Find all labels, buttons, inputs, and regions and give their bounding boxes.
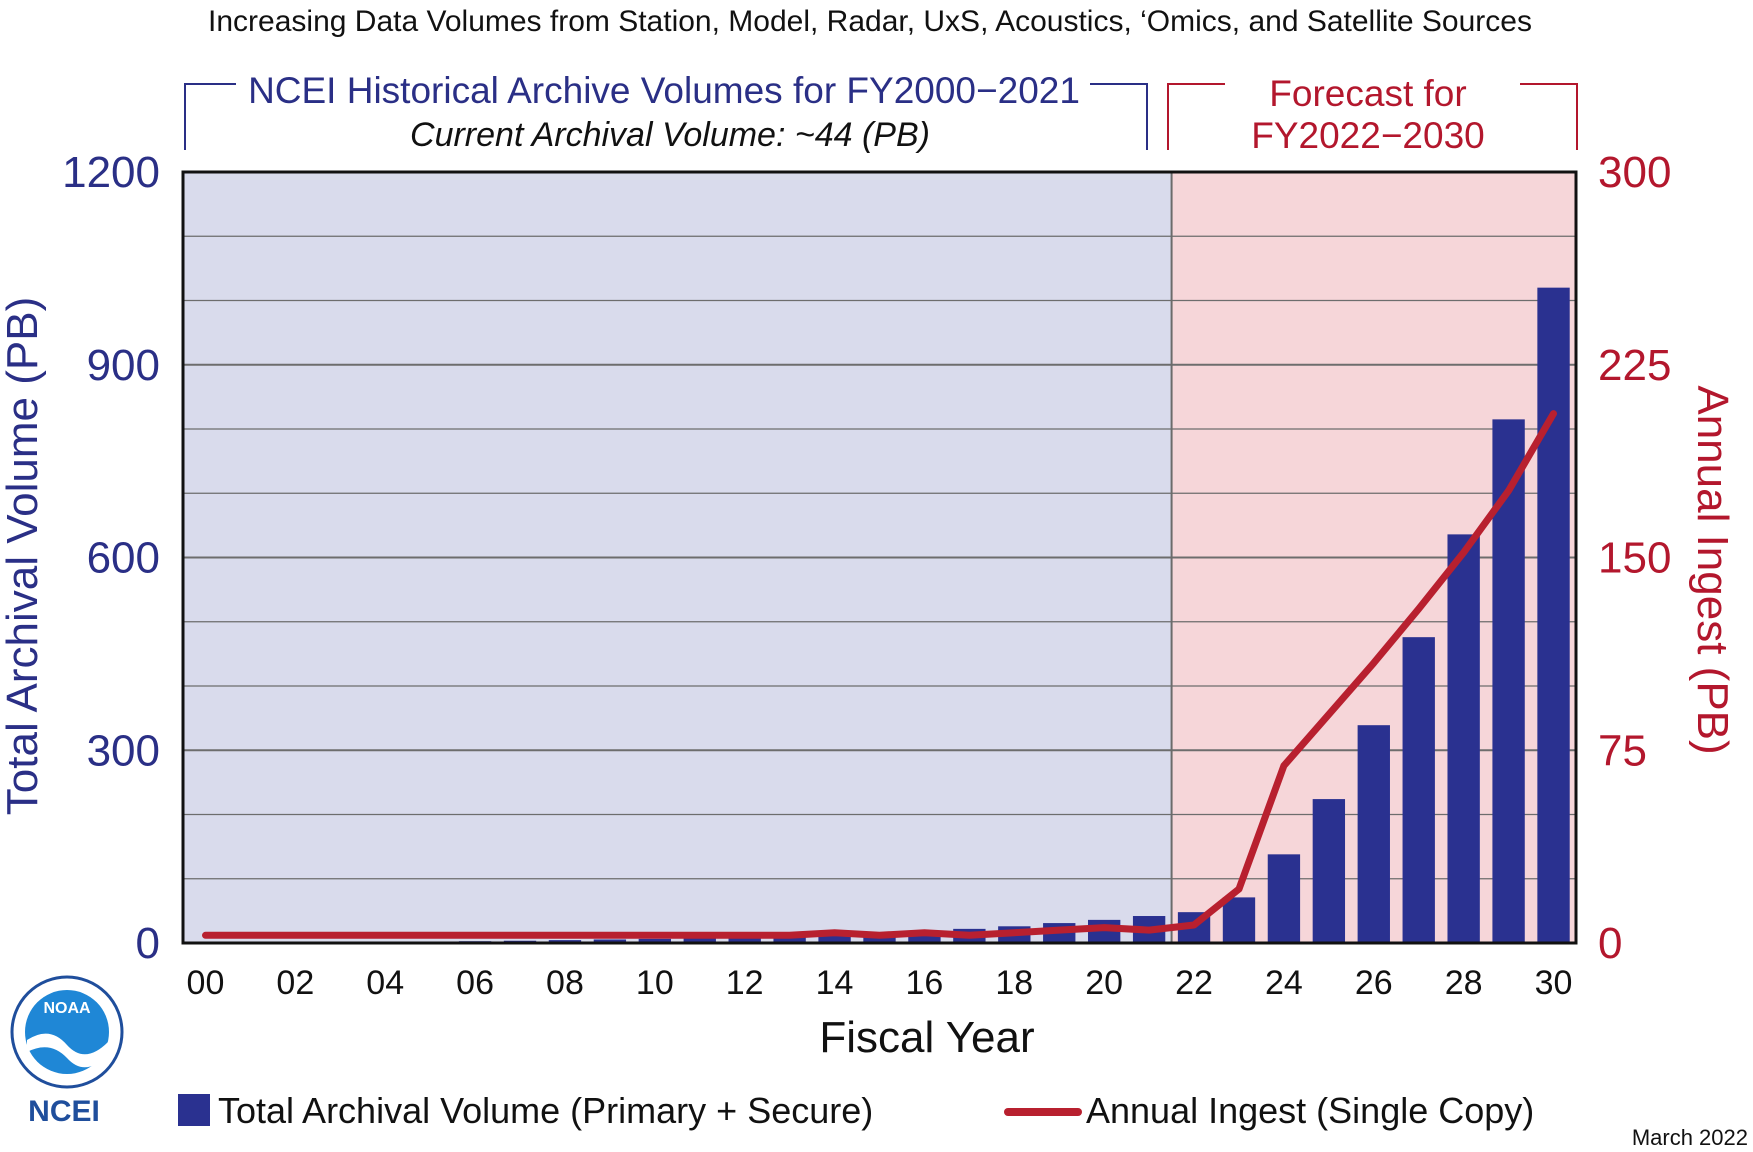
bar-fy13: [773, 935, 806, 943]
left-tick-label: 1200: [62, 148, 160, 197]
bar-fy09: [593, 939, 627, 943]
x-tick-label: 28: [1445, 964, 1483, 1002]
x-axis-ticks: 00 02 04 06 08 10 12 14 16 18 20 22 24 26 28 30: [187, 964, 1573, 1002]
left-axis-ticks: 0 300 600 900 1200: [62, 148, 160, 968]
right-tick-label: 225: [1598, 341, 1671, 390]
right-axis-label: Annual Ingest (PB): [1688, 385, 1737, 754]
bar-fy26: [1357, 725, 1390, 943]
noaa-seal-label: NOAA: [43, 1000, 91, 1017]
noaa-seal-inner: [25, 990, 109, 1074]
left-tick-label: 600: [87, 534, 160, 583]
annual-ingest-line: [202, 410, 1557, 939]
right-axis-ticks: 0 75 150 225 300: [1598, 148, 1671, 968]
history-bracket: [184, 83, 1148, 150]
bar-fy30: [1537, 287, 1570, 943]
ncei-logo-label: NCEI: [28, 1095, 100, 1128]
x-tick-label: 16: [906, 964, 944, 1002]
x-tick-label: 18: [995, 964, 1033, 1002]
bar-fy28: [1447, 534, 1480, 943]
x-tick-label: 22: [1175, 964, 1213, 1002]
bar-fy27: [1402, 637, 1435, 943]
x-tick-label: 04: [366, 964, 404, 1002]
chart-title: Increasing Data Volumes from Station, Mo…: [208, 5, 1532, 38]
forecast-header-line1: Forecast for: [1269, 73, 1466, 114]
current-volume-header: Current Archival Volume: ~44 (PB): [410, 116, 930, 154]
plot-frame: [181, 170, 1578, 945]
date-note: March 2022: [1632, 1125, 1748, 1150]
noaa-seal-wave: [27, 1033, 108, 1068]
bar-fy12: [728, 937, 761, 943]
legend-bar-label: Total Archival Volume (Primary + Secure): [218, 1090, 873, 1131]
x-tick-label: 12: [726, 964, 764, 1002]
x-tick-label: 00: [187, 964, 225, 1002]
x-tick-label: 08: [546, 964, 584, 1002]
bar-fy11: [683, 938, 716, 943]
right-tick-label: 300: [1598, 148, 1671, 197]
legend-bar-swatch: [178, 1094, 210, 1126]
bar-fy16: [908, 931, 941, 943]
forecast-bracket: [1167, 83, 1578, 150]
right-tick-label: 0: [1598, 919, 1622, 968]
x-tick-label: 30: [1535, 964, 1573, 1002]
legend-line-label: Annual Ingest (Single Copy): [1086, 1090, 1534, 1131]
bar-fy23: [1222, 897, 1256, 943]
left-axis-label: Total Archival Volume (PB): [0, 297, 47, 815]
x-tick-label: 02: [276, 964, 314, 1002]
gridlines: [183, 235, 1576, 880]
x-tick-label: 20: [1085, 964, 1123, 1002]
bar-fy10: [638, 938, 671, 943]
left-tick-label: 900: [87, 341, 160, 390]
legend: Total Archival Volume (Primary + Secure)…: [178, 1090, 1534, 1131]
x-tick-label: 14: [816, 964, 854, 1002]
right-tick-label: 150: [1598, 534, 1671, 583]
right-tick-label: 75: [1598, 726, 1647, 775]
x-tick-label: 10: [636, 964, 674, 1002]
bar-fy14: [818, 934, 851, 943]
bar-fy29: [1492, 419, 1525, 943]
x-tick-label: 24: [1265, 964, 1303, 1002]
forecast-header-line2: FY2022−2030: [1251, 115, 1485, 156]
left-tick-label: 0: [136, 919, 160, 968]
history-header: NCEI Historical Archive Volumes for FY20…: [248, 70, 1080, 111]
bar-fy25: [1312, 799, 1346, 943]
bar-fy24: [1267, 854, 1301, 943]
left-tick-label: 300: [87, 726, 160, 775]
x-axis-label: Fiscal Year: [819, 1013, 1034, 1062]
x-tick-label: 26: [1355, 964, 1393, 1002]
noaa-logo: NOAA: [10, 975, 124, 1089]
x-tick-label: 06: [456, 964, 494, 1002]
